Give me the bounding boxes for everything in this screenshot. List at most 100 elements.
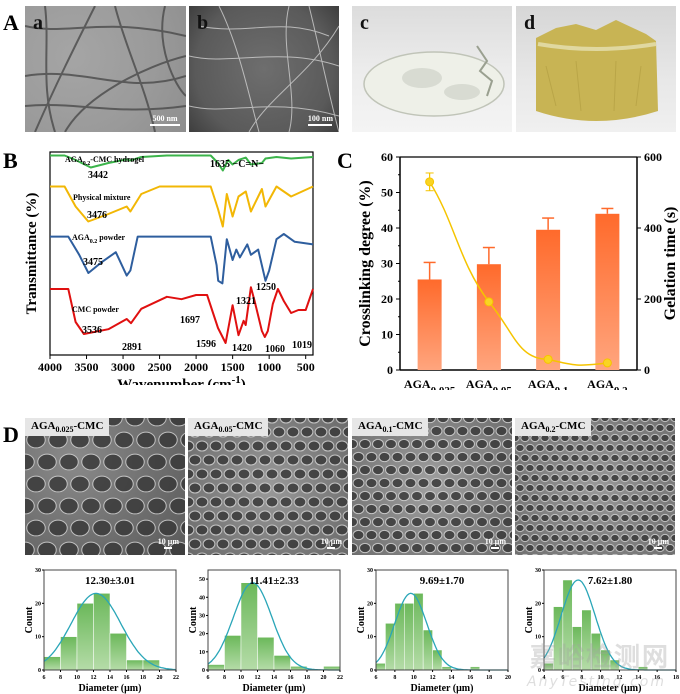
- x-tick-label: 20: [321, 675, 327, 681]
- histogram-title: 7.62±1.80: [588, 575, 633, 587]
- ftir-series-line: [50, 154, 314, 172]
- x-tick-label: 12: [255, 675, 261, 681]
- hydrogel-photo-d: d: [516, 6, 676, 132]
- x-tick-label: 14: [448, 675, 454, 681]
- y-tick-label: 10: [35, 635, 41, 641]
- ftir-series-line: [50, 233, 314, 285]
- y-tick-label: 20: [367, 601, 373, 607]
- x-axis-label: Diameter (μm): [243, 683, 306, 694]
- scalebar-b: 100 nm: [307, 114, 333, 126]
- gelation-point: [543, 354, 553, 364]
- panel-c-letter: C: [337, 148, 353, 173]
- x-tick-label: 18: [673, 675, 679, 681]
- histogram-bin: [562, 579, 573, 671]
- x-axis-label: Diameter (μm): [411, 683, 474, 694]
- y-tick-label: 30: [367, 568, 373, 574]
- gelation-point: [602, 358, 612, 368]
- histogram-bin: [60, 636, 78, 671]
- histogram-bin: [109, 633, 127, 671]
- x-tick-label: 10: [238, 675, 244, 681]
- x-tick-label: 10: [411, 675, 417, 681]
- y-axis-label: Count: [524, 606, 535, 633]
- y-tick-label: 0: [370, 668, 373, 674]
- histogram-bin: [572, 626, 582, 671]
- x-tick-label: 22: [173, 675, 179, 681]
- y-axis-label: Count: [188, 606, 199, 633]
- image-label-b: b: [197, 12, 209, 34]
- diameter-histogram: 6 8 10 12 14 16 18 20 22 0 10 20 30 12.30±3.01 Diamete…: [24, 568, 179, 694]
- crosslinking-bar: [417, 279, 442, 370]
- x-tick-label: 18: [486, 675, 492, 681]
- sem-label: AGA0.05-CMC: [188, 418, 269, 437]
- pore-pattern: [188, 418, 348, 555]
- sem-image: AGA0.1-CMC 10 μm: [352, 418, 512, 555]
- histogram-bin: [385, 623, 396, 671]
- peak-annotation: 2891: [122, 342, 142, 353]
- x-tick-label: 8: [223, 675, 226, 681]
- peak-annotation: 1635 −C=N−: [210, 159, 264, 170]
- histogram-bin: [257, 637, 275, 671]
- tem-image-b: b 100 nm: [189, 6, 339, 132]
- sem-scalebar: 10 μm: [485, 537, 506, 549]
- sem-image: AGA0.2-CMC 10 μm: [515, 418, 675, 555]
- diameter-histogram: 6 8 10 12 14 16 18 20 0 10 20 30 9.69±1.70 Diameter (…: [356, 568, 511, 694]
- x-tick-label: 12: [91, 675, 97, 681]
- sem-label: AGA0.2-CMC: [515, 418, 592, 437]
- transparent-hydrogel: [363, 45, 505, 117]
- series-label-hydrogel: AGA0.2-CMC hydrogel: [65, 155, 145, 167]
- histogram-bin: [93, 593, 111, 671]
- series-label-cmc-powder: CMC powder: [72, 305, 119, 314]
- histogram-bin: [76, 603, 94, 671]
- histogram-bin: [590, 633, 601, 671]
- x-tick-label: 16: [288, 675, 294, 681]
- y-axis-label: Count: [24, 606, 35, 633]
- sem-label: AGA0.1-CMC: [352, 418, 429, 437]
- gaussian-fit-curve: [43, 592, 177, 671]
- right-tick-label: 200: [644, 292, 662, 306]
- x-tick-label: 10: [598, 675, 604, 681]
- y-tick-label: 50: [199, 577, 205, 583]
- image-label-c: c: [360, 12, 369, 34]
- x-tick-label: 8: [393, 675, 396, 681]
- gelation-point: [484, 297, 494, 307]
- histogram-bin: [413, 593, 424, 671]
- crosslinking-bar: [595, 213, 620, 370]
- histogram-bin: [375, 663, 386, 671]
- left-tick-label: 30: [381, 257, 393, 271]
- y-tick-label: 0: [202, 668, 205, 674]
- left-tick-label: 60: [381, 150, 393, 164]
- y-tick-label: 10: [535, 635, 541, 641]
- pore-pattern: [25, 418, 185, 555]
- pore-pattern: [352, 418, 512, 554]
- right-tick-label: 400: [644, 221, 662, 235]
- category-label: AGA0.2: [587, 377, 628, 390]
- crosslinking-bar: [536, 229, 561, 370]
- histogram-bin: [432, 649, 443, 671]
- peak-annotation: 3475: [83, 257, 103, 268]
- x-tick-label: 18: [140, 675, 146, 681]
- ftir-series-line: [50, 185, 314, 228]
- sem-label: AGA0.025-CMC: [25, 418, 110, 437]
- peak-annotation: 1420: [232, 343, 252, 354]
- histogram-bin: [394, 603, 405, 671]
- x-tick-label: 6: [207, 675, 210, 681]
- x-tick-label: 14: [107, 675, 113, 681]
- histogram-bin: [240, 582, 258, 671]
- tem-image-a: a 500 nm: [25, 6, 186, 132]
- peak-annotation: 3476: [87, 210, 107, 221]
- peak-annotation: 1596: [196, 339, 216, 350]
- sem-image: AGA0.05-CMC 10 μm: [188, 418, 348, 555]
- peak-annotation: 1019: [292, 340, 312, 351]
- peak-annotation: 1321: [236, 296, 256, 307]
- x-tick-label: 6: [43, 675, 46, 681]
- y-tick-label: 30: [535, 568, 541, 574]
- right-tick-label: 0: [644, 363, 650, 377]
- x-tick-label: 3000: [111, 360, 135, 374]
- scalebar-b-text: 100 nm: [307, 114, 333, 123]
- histogram-bin: [581, 609, 592, 671]
- y-tick-label: 20: [535, 601, 541, 607]
- x-tick-label: 1000: [257, 360, 281, 374]
- histogram-bin: [273, 655, 291, 671]
- crosslinking-bar: [476, 264, 501, 370]
- x-tick-label: 2500: [148, 360, 172, 374]
